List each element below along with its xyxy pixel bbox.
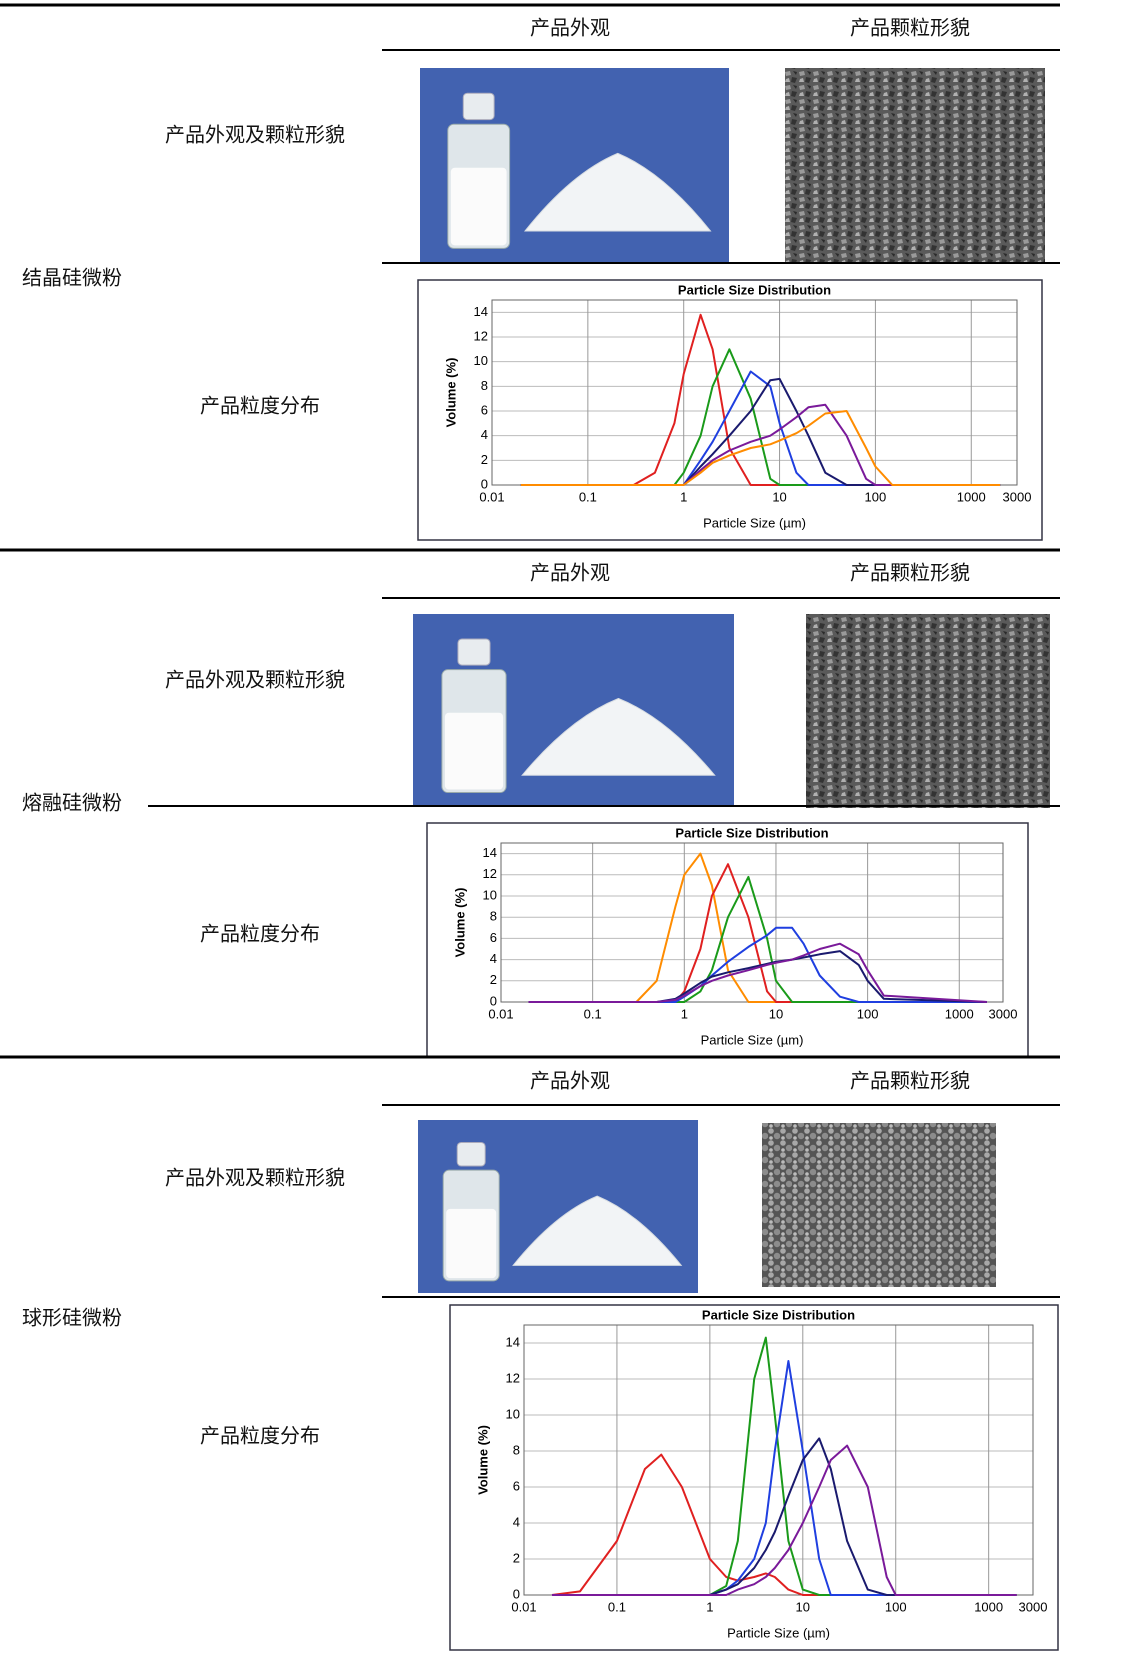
y-axis-label: Volume (%) [443,358,458,428]
row-label: 产品外观及颗粒形貌 [165,669,345,692]
y-tick-label: 14 [506,1334,520,1349]
column-header: 产品外观 [530,17,610,40]
x-tick-label: 0.1 [579,489,597,504]
y-tick-label: 2 [490,972,497,987]
y-tick-label: 8 [481,378,488,393]
product-name: 熔融硅微粉 [22,792,122,815]
row-label: 产品外观及颗粒形貌 [165,124,345,147]
x-tick-label: 0.01 [488,1006,513,1021]
y-tick-label: 6 [481,402,488,417]
row-label: 产品粒度分布 [200,395,320,418]
jar-powder [446,1209,496,1278]
x-tick-label: 100 [857,1006,879,1021]
y-tick-label: 12 [483,866,497,881]
x-tick-label: 1 [706,1599,713,1614]
y-tick-label: 14 [483,845,497,860]
y-tick-label: 4 [490,951,497,966]
y-tick-label: 6 [490,930,497,945]
x-tick-label: 0.01 [479,489,504,504]
chart-title: Particle Size Distribution [678,282,831,297]
chart-title: Particle Size Distribution [702,1307,855,1322]
row-label: 产品粒度分布 [200,1425,320,1448]
jar-cap [457,1142,485,1166]
column-header: 产品颗粒形貌 [850,562,970,585]
sem-image [762,1123,996,1287]
x-tick-label: 100 [865,489,887,504]
row-label: 产品粒度分布 [200,923,320,946]
x-tick-label: 10 [796,1599,810,1614]
y-tick-label: 10 [506,1406,520,1421]
sem-image [785,68,1045,262]
y-tick-label: 6 [513,1478,520,1493]
y-tick-label: 12 [506,1370,520,1385]
jar-cap [458,639,490,665]
column-header: 产品颗粒形貌 [850,1070,970,1093]
row-label: 产品外观及颗粒形貌 [165,1167,345,1190]
x-tick-label: 1 [681,1006,688,1021]
x-tick-label: 100 [885,1599,907,1614]
x-tick-label: 1000 [974,1599,1003,1614]
chart-title: Particle Size Distribution [675,825,828,840]
chart-frame [427,823,1028,1057]
product-name: 结晶硅微粉 [22,267,122,290]
y-tick-label: 4 [481,427,488,442]
jar-powder [451,168,507,246]
y-axis-label: Volume (%) [452,888,467,958]
chart-frame [450,1305,1058,1650]
x-tick-label: 1000 [957,489,986,504]
column-header: 产品外观 [530,562,610,585]
y-tick-label: 8 [490,909,497,924]
x-tick-label: 0.01 [511,1599,536,1614]
x-tick-label: 10 [769,1006,783,1021]
page: 产品外观产品颗粒形貌结晶硅微粉产品外观及颗粒形貌产品粒度分布Particle S… [0,0,1125,1655]
x-axis-label: Particle Size (µm) [727,1625,830,1640]
jar-cap [463,93,494,119]
y-tick-label: 10 [483,887,497,902]
product-name: 球形硅微粉 [22,1307,122,1330]
x-tick-label: 1000 [945,1006,974,1021]
x-tick-label: 1 [680,489,687,504]
x-tick-label: 3000 [1003,489,1032,504]
x-tick-label: 0.1 [584,1006,602,1021]
column-header: 产品外观 [530,1070,610,1093]
x-axis-label: Particle Size (µm) [701,1032,804,1047]
x-tick-label: 0.1 [608,1599,626,1614]
y-tick-label: 14 [474,304,488,319]
y-tick-label: 12 [474,328,488,343]
y-tick-label: 2 [513,1550,520,1565]
column-header: 产品颗粒形貌 [850,17,970,40]
y-tick-label: 2 [481,452,488,467]
x-tick-label: 10 [772,489,786,504]
y-tick-label: 8 [513,1442,520,1457]
x-tick-label: 3000 [1019,1599,1048,1614]
x-tick-label: 3000 [989,1006,1018,1021]
y-tick-label: 10 [474,353,488,368]
y-axis-label: Volume (%) [475,1425,490,1495]
jar-powder [445,713,503,790]
y-tick-label: 4 [513,1514,520,1529]
sem-image [806,614,1050,808]
x-axis-label: Particle Size (µm) [703,515,806,530]
